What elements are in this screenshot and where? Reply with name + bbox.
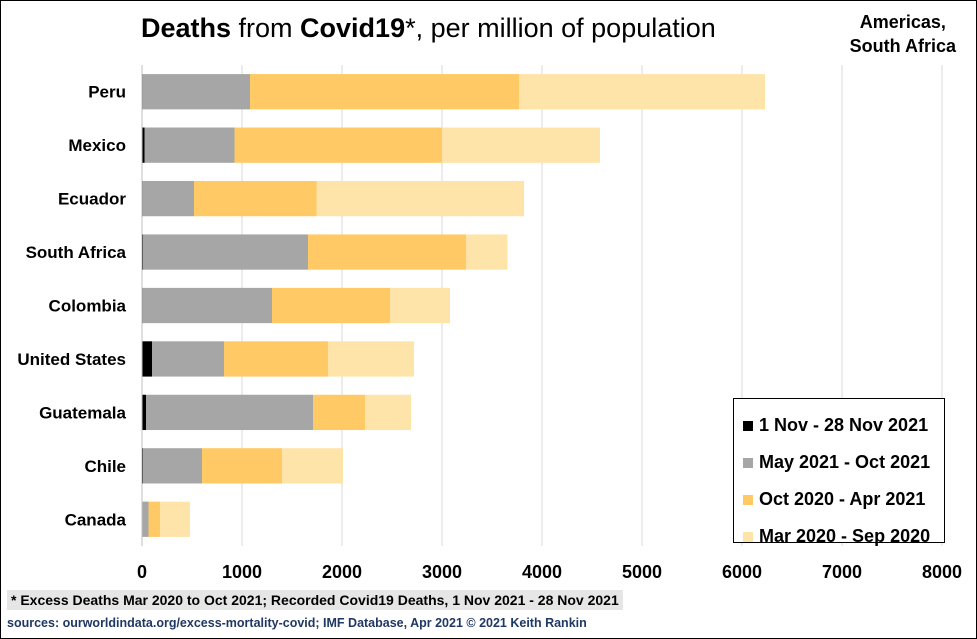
bar-segment (194, 180, 317, 217)
footnote: * Excess Deaths Mar 2020 to Oct 2021; Re… (7, 590, 623, 610)
bar-segment (282, 448, 343, 484)
bar-segment (142, 180, 194, 217)
bar-segment (272, 287, 390, 324)
legend-swatch (743, 420, 753, 431)
bar-segment (146, 394, 313, 431)
bar-segment (466, 234, 508, 270)
bar-segment (142, 341, 152, 377)
legend-label: May 2021 - Oct 2021 (759, 452, 931, 472)
bar-segment (316, 180, 524, 217)
region-label-line2: South Africa (849, 36, 956, 56)
legend-label: Mar 2020 - Sep 2020 (759, 526, 931, 546)
bar-segment (202, 448, 282, 484)
legend-swatch (743, 494, 753, 505)
title-bold-covid: Covid19 (300, 13, 406, 43)
bar-segment (144, 127, 235, 163)
title-text-from: from (231, 13, 301, 43)
category-label: Canada (65, 510, 127, 529)
bar-segment (519, 74, 765, 110)
legend-label: Oct 2020 - Apr 2021 (759, 489, 926, 509)
bar-segment (148, 501, 160, 537)
bar-segment (328, 341, 414, 377)
bars (142, 74, 765, 537)
region-label: Americas, South Africa (850, 10, 956, 58)
legend-swatch (743, 531, 753, 542)
legend-item: May 2021 - Oct 2021 (743, 444, 944, 481)
legend-item: 1 Nov - 28 Nov 2021 (743, 407, 944, 444)
category-label: South Africa (26, 243, 127, 262)
bar-segment (142, 394, 146, 431)
bar-segment (142, 501, 149, 537)
bar-segment (142, 74, 250, 110)
category-label: Ecuador (58, 190, 126, 209)
x-tick-label: 2000 (322, 562, 362, 582)
bar-segment (250, 74, 519, 110)
bar-segment (224, 341, 328, 377)
bar-segment (160, 501, 190, 537)
legend-swatch (743, 457, 753, 468)
region-label-line1: Americas, (859, 12, 946, 32)
legend-item: Mar 2020 - Sep 2020 (743, 518, 944, 555)
category-label: Guatemala (39, 403, 126, 422)
bar-segment (365, 394, 411, 431)
axes: 0 1000 2000 3000 4000 5000 6000 7000 8000 Peru Mex… (17, 65, 962, 582)
x-tick-label: 6000 (722, 562, 762, 582)
bar-segment (152, 341, 224, 377)
bar-segment (234, 127, 442, 163)
x-tick-label: 4000 (522, 562, 562, 582)
bar-segment (390, 287, 450, 324)
category-label: Mexico (68, 136, 126, 155)
bar-segment (142, 127, 145, 163)
bar-segment (313, 394, 365, 431)
x-tick-label: 5000 (622, 562, 662, 582)
x-tick-label: 1000 (222, 562, 262, 582)
title-text-per-million: *, per million of population (405, 13, 716, 43)
category-label: Chile (84, 457, 126, 476)
sources-line: sources: ourworldindata.org/excess-morta… (7, 616, 587, 630)
category-label: United States (17, 350, 126, 369)
bar-segment (142, 287, 272, 324)
bar-segment (143, 448, 202, 484)
x-tick-label: 7000 (822, 562, 862, 582)
bar-segment (142, 234, 144, 270)
x-tick-label: 8000 (922, 562, 962, 582)
bar-segment (308, 234, 466, 270)
chart-title: Deaths from Covid19*, per million of pop… (141, 13, 716, 44)
x-tick-label: 0 (137, 562, 147, 582)
bar-segment (442, 127, 600, 163)
legend-label: 1 Nov - 28 Nov 2021 (759, 415, 929, 435)
category-label: Colombia (49, 297, 127, 316)
chart-legend: 1 Nov - 28 Nov 2021 May 2021 - Oct 2021 Oc… (733, 398, 945, 546)
x-tick-label: 3000 (422, 562, 462, 582)
bar-segment (143, 234, 308, 270)
legend-item: Oct 2020 - Apr 2021 (743, 481, 944, 518)
title-bold-deaths: Deaths (141, 13, 232, 43)
category-label: Peru (88, 83, 126, 102)
